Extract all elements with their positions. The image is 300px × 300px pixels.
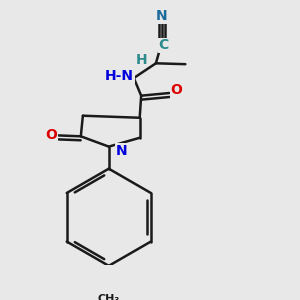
Text: O: O [170,83,182,98]
Text: CH₃: CH₃ [98,294,120,300]
Text: O: O [46,128,58,142]
Text: N: N [115,144,127,158]
Text: H: H [136,53,148,67]
Text: C: C [158,38,169,52]
Text: N: N [156,10,168,23]
Text: H-N: H-N [105,69,134,83]
